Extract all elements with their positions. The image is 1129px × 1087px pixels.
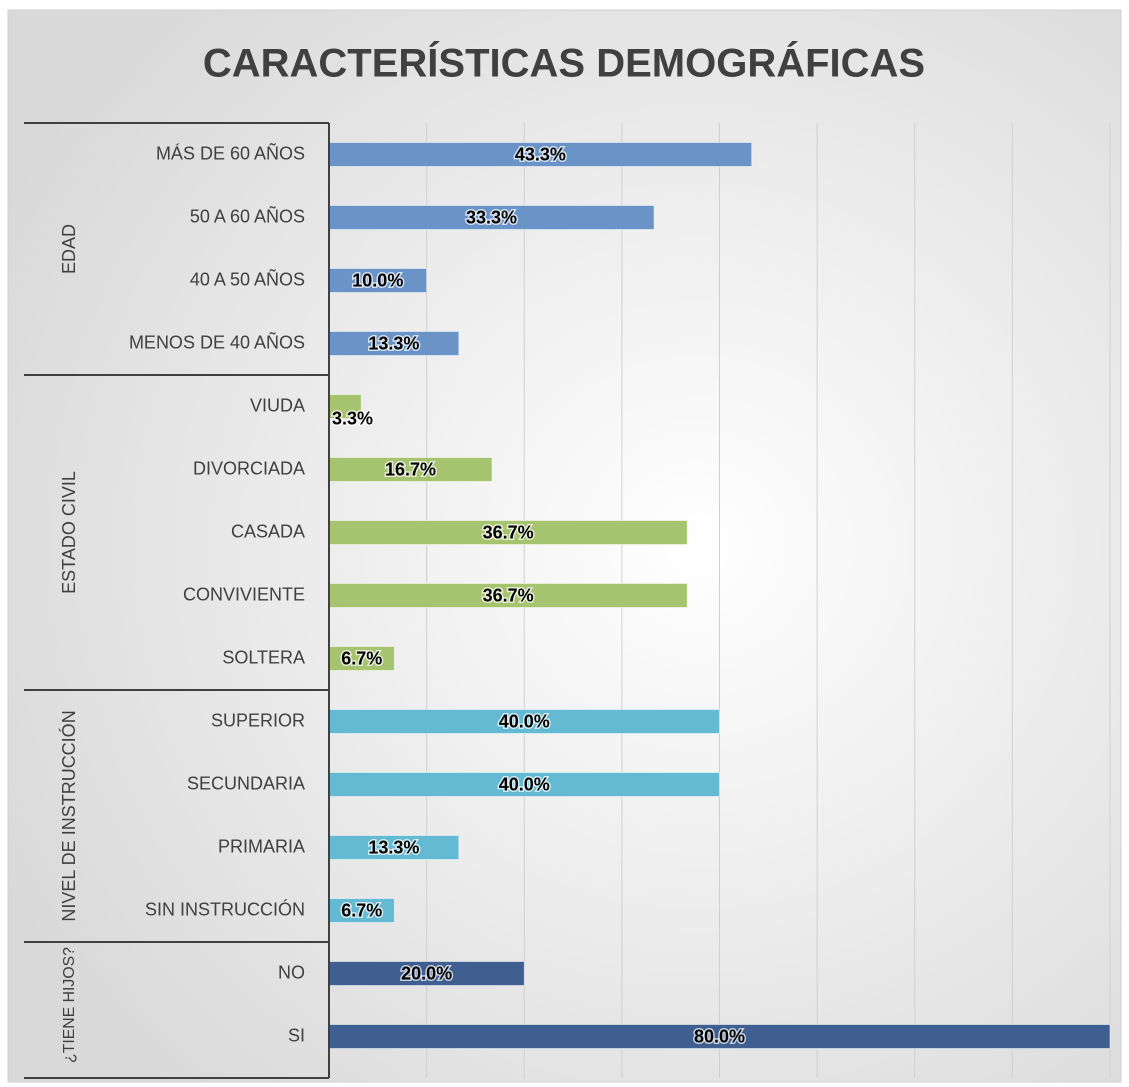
bar — [328, 961, 525, 986]
data-label: 16.7% — [385, 459, 436, 479]
group-label: EDAD — [59, 224, 79, 274]
bar — [328, 205, 655, 230]
category-label: SOLTERA — [222, 647, 305, 667]
bar — [328, 772, 720, 797]
category-label: 50 A 60 AÑOS — [190, 205, 305, 226]
data-label: 36.7% — [483, 585, 534, 605]
data-label: 13.3% — [368, 333, 419, 353]
category-label: PRIMARIA — [218, 836, 305, 856]
category-label: MÁS DE 60 AÑOS — [156, 142, 305, 163]
category-label: MENOS DE 40 AÑOS — [129, 331, 305, 352]
category-label: 40 A 50 AÑOS — [190, 268, 305, 289]
data-label: 80.0% — [694, 1026, 745, 1046]
bar — [328, 835, 460, 860]
data-label: 43.3% — [515, 144, 566, 164]
chart-background — [7, 9, 1122, 1083]
category-label: SUPERIOR — [211, 710, 305, 730]
data-label: 10.0% — [352, 270, 403, 290]
bar — [328, 709, 720, 734]
category-label: CASADA — [231, 521, 305, 541]
category-label: SECUNDARIA — [187, 773, 305, 793]
bar — [328, 583, 688, 608]
data-label: 36.7% — [483, 522, 534, 542]
group-label: ESTADO CIVIL — [59, 471, 79, 594]
data-label: 6.7% — [341, 900, 382, 920]
bar — [328, 394, 362, 419]
data-label: 20.0% — [401, 963, 452, 983]
bar — [328, 142, 753, 167]
bar — [328, 646, 395, 671]
data-label: 3.3% — [332, 408, 373, 428]
chart-title: CARACTERÍSTICAS DEMOGRÁFICAS — [203, 41, 925, 86]
category-label: VIUDA — [250, 395, 305, 415]
bar — [328, 1024, 1111, 1049]
bar — [328, 520, 688, 545]
data-label: 6.7% — [341, 648, 382, 668]
data-label: 13.3% — [368, 837, 419, 857]
category-label: SIN INSTRUCCIÓN — [145, 898, 305, 919]
group-label: NIVEL DE INSTRUCCIÓN — [58, 710, 79, 921]
category-label: NO — [278, 962, 305, 982]
data-label: 40.0% — [499, 774, 550, 794]
category-label: DIVORCIADA — [193, 458, 305, 478]
data-label: 40.0% — [499, 711, 550, 731]
group-label: ¿TIENE HIJOS? — [61, 947, 78, 1063]
data-label: 33.3% — [466, 207, 517, 227]
category-label: SI — [288, 1025, 305, 1045]
bar — [328, 331, 460, 356]
category-label: CONVIVIENTE — [183, 584, 305, 604]
